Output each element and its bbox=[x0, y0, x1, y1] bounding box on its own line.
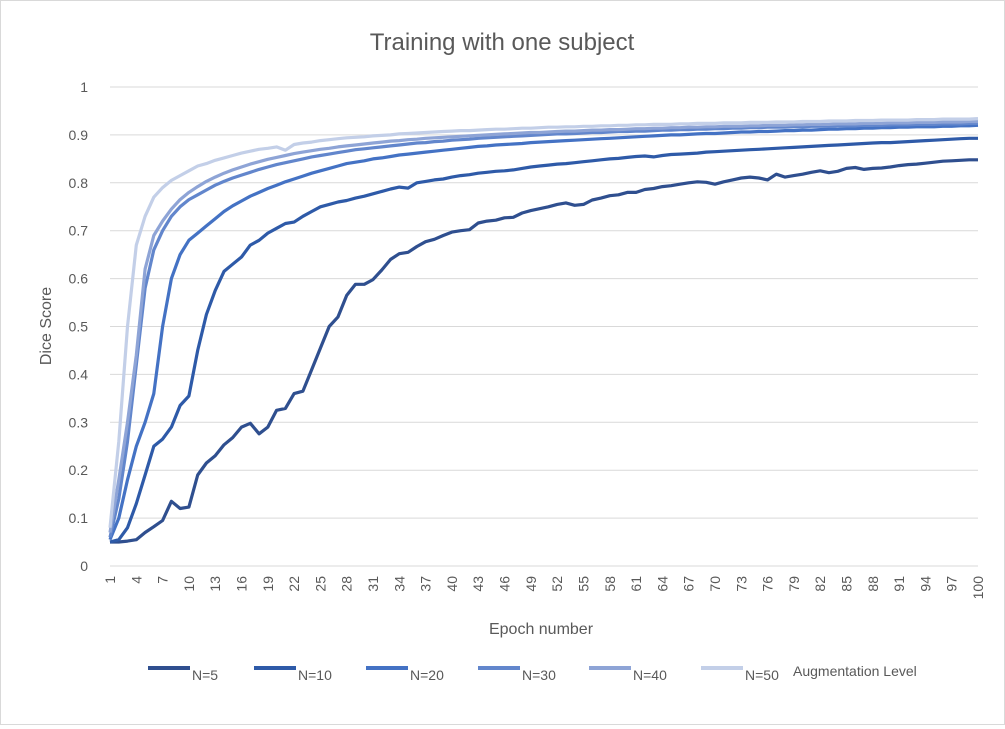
x-tick-label: 70 bbox=[707, 576, 723, 592]
series-line-n-10 bbox=[109, 136, 978, 544]
x-tick-label: 7 bbox=[155, 576, 171, 584]
x-tick-label: 13 bbox=[207, 576, 223, 592]
y-tick-label: 0.4 bbox=[69, 366, 89, 382]
x-tick-label: 37 bbox=[418, 576, 434, 592]
x-tick-label: 100 bbox=[970, 576, 986, 600]
x-tick-label: 85 bbox=[838, 576, 854, 592]
x-tick-label: 91 bbox=[891, 576, 907, 592]
x-tick-label: 49 bbox=[523, 576, 539, 592]
x-tick-label: 22 bbox=[286, 576, 302, 592]
y-axis-title: Dice Score bbox=[38, 287, 55, 365]
x-tick-label: 4 bbox=[128, 576, 144, 584]
x-tick-label: 64 bbox=[654, 576, 670, 592]
x-axis-title: Epoch number bbox=[489, 621, 594, 638]
x-tick-label: 19 bbox=[260, 576, 276, 592]
x-tick-label: 55 bbox=[575, 576, 591, 592]
y-tick-label: 0.7 bbox=[69, 223, 89, 239]
y-tick-label: 1 bbox=[80, 79, 88, 95]
x-tick-label: 28 bbox=[339, 576, 355, 592]
y-tick-label: 0.2 bbox=[69, 462, 89, 478]
y-tick-label: 0.3 bbox=[69, 414, 89, 430]
gridlines bbox=[110, 86, 978, 567]
y-tick-label: 0.8 bbox=[69, 175, 89, 191]
x-tick-label: 73 bbox=[733, 576, 749, 592]
x-tick-label: 34 bbox=[391, 576, 407, 592]
x-tick-label: 67 bbox=[681, 576, 697, 592]
x-tick-label: 79 bbox=[786, 576, 802, 592]
x-tick-label: 46 bbox=[497, 576, 513, 592]
series-line-n-30 bbox=[108, 121, 978, 538]
x-tick-label: 1 bbox=[102, 576, 118, 584]
x-tick-label: 76 bbox=[760, 576, 776, 592]
x-tick-label: 31 bbox=[365, 576, 381, 592]
x-tick-label: 82 bbox=[812, 576, 828, 592]
legend-label-n-20: N=20 bbox=[410, 667, 444, 683]
x-tick-label: 88 bbox=[865, 576, 881, 592]
y-tick-label: 0 bbox=[80, 558, 88, 574]
y-tick-labels: 0 0.1 0.2 0.3 0.4 0.5 0.6 0.7 0.8 0.9 1 bbox=[69, 79, 89, 574]
x-tick-label: 52 bbox=[549, 576, 565, 592]
x-tick-label: 43 bbox=[470, 576, 486, 592]
legend-label-n-40: N=40 bbox=[633, 667, 667, 683]
x-tick-label: 61 bbox=[628, 576, 644, 592]
x-tick-labels: 1 4 7 10 13 16 19 22 25 28 31 34 37 40 43 46 49 52 55 58 61 6… bbox=[102, 576, 986, 600]
x-tick-label: 16 bbox=[234, 576, 250, 592]
legend-label-n-50: N=50 bbox=[745, 667, 779, 683]
x-tick-label: 40 bbox=[444, 576, 460, 592]
x-tick-label: 10 bbox=[181, 576, 197, 592]
series-lines bbox=[108, 117, 979, 544]
y-tick-label: 0.9 bbox=[69, 127, 89, 143]
legend-label-n-5: N=5 bbox=[192, 667, 218, 683]
chart-title: Training with one subject bbox=[370, 29, 635, 56]
y-tick-label: 0.1 bbox=[69, 510, 89, 526]
series-line-n-50 bbox=[108, 117, 979, 528]
series-line-n-40 bbox=[108, 119, 978, 533]
legend-label-n-10: N=10 bbox=[298, 667, 332, 683]
x-tick-label: 25 bbox=[312, 576, 328, 592]
x-tick-label: 97 bbox=[944, 576, 960, 592]
legend-label-n-30: N=30 bbox=[522, 667, 556, 683]
y-tick-label: 0.5 bbox=[69, 319, 89, 335]
legend-suffix: Augmentation Level bbox=[793, 663, 917, 679]
y-tick-label: 0.6 bbox=[69, 271, 89, 287]
series-line-n-20 bbox=[108, 123, 979, 541]
x-tick-label: 58 bbox=[602, 576, 618, 592]
x-tick-label: 94 bbox=[917, 576, 933, 592]
legend: N=5 N=10 N=20 N=30 N=40 N=50 Augmentation Leve… bbox=[148, 663, 917, 683]
series-line-n-5 bbox=[110, 158, 978, 544]
